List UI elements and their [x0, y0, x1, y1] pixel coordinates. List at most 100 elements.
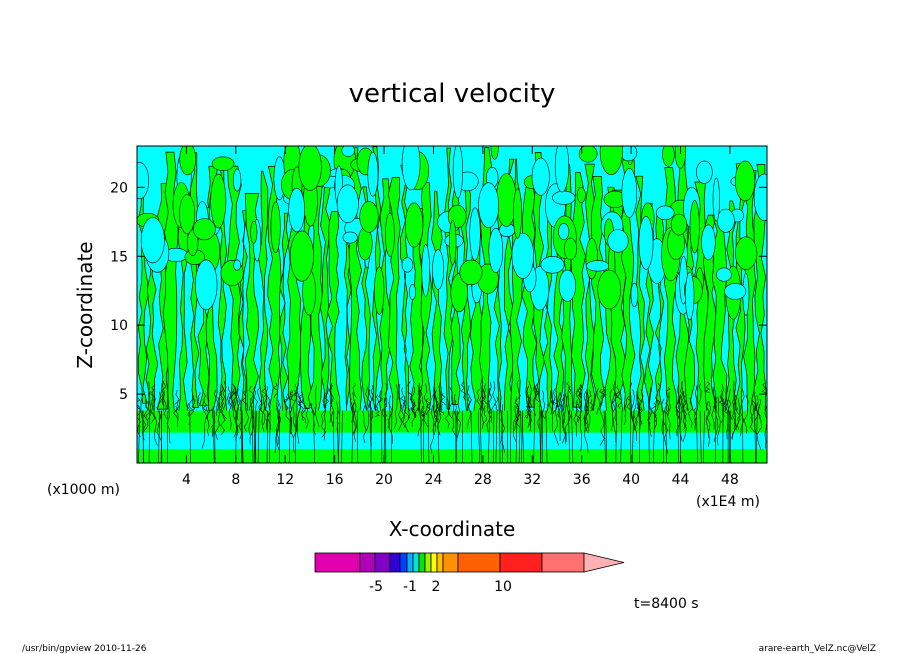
contour-line — [754, 410, 756, 463]
contour-cell — [298, 146, 322, 191]
contour-cell — [531, 157, 550, 196]
contour-line — [512, 405, 517, 442]
contour-line — [394, 384, 399, 429]
contour-line — [365, 386, 371, 431]
contour-cell — [469, 207, 481, 261]
contour-cell — [192, 218, 216, 241]
contour-line — [383, 382, 389, 417]
contour-line — [353, 399, 357, 442]
contour-line — [249, 406, 255, 445]
contour-line — [638, 389, 644, 430]
y-tick-label: 20 — [110, 180, 128, 196]
contour-line — [220, 404, 226, 436]
contour-cell — [734, 160, 756, 202]
contour-cell — [638, 216, 654, 270]
contour-line — [289, 390, 295, 402]
contour-line — [698, 382, 702, 407]
contour-line — [235, 410, 237, 463]
contour-line — [584, 402, 589, 453]
contour-line — [351, 392, 356, 423]
x-axis-label: X-coordinate — [389, 517, 516, 541]
contour-line — [601, 386, 607, 405]
x-axis-ticks: 4 8 12 16 20 24 28 32 36 40 44 48 — [182, 146, 739, 488]
x-tick-label: 16 — [326, 472, 344, 488]
contour-cell — [140, 217, 165, 264]
contour-line — [140, 393, 146, 441]
contour-line — [174, 389, 180, 405]
x-tick-label: 48 — [721, 472, 739, 488]
contour-line — [248, 398, 253, 436]
contour-line — [324, 385, 330, 410]
contour-line — [352, 382, 357, 399]
contour-line — [356, 410, 359, 463]
colorbar-segment — [399, 552, 408, 573]
colorbar-tick-label: 2 — [432, 579, 441, 595]
contour-line — [535, 383, 540, 403]
contour-line — [460, 381, 467, 401]
contour-line — [145, 401, 151, 419]
contour-line — [599, 388, 605, 406]
contour-line — [420, 410, 422, 463]
contour-cell — [674, 146, 686, 169]
contour-cell — [359, 201, 379, 233]
contour-line — [633, 403, 638, 431]
contour-line — [269, 410, 271, 463]
boundary-band-upper — [137, 410, 767, 433]
contour-line — [720, 383, 725, 423]
contour-line — [205, 407, 210, 436]
contour-line — [749, 400, 755, 433]
contour-line — [626, 396, 631, 410]
contour-cell — [341, 146, 355, 157]
contour-cell — [511, 232, 534, 279]
contour-line — [419, 387, 423, 398]
contour-cell — [563, 237, 578, 261]
contour-line — [580, 403, 583, 452]
contour-line — [757, 398, 762, 420]
contour-cell — [607, 229, 629, 253]
contour-line — [289, 391, 293, 434]
contour-line — [201, 399, 207, 449]
contour-line — [735, 407, 741, 431]
contour-cell — [452, 146, 463, 199]
contour-cell — [685, 271, 695, 321]
contour-line — [264, 397, 270, 431]
contour-line — [574, 403, 581, 426]
contour-line — [293, 384, 298, 397]
contour-line — [232, 390, 239, 441]
contour-line — [584, 391, 590, 432]
contour-line — [575, 388, 580, 404]
colorbar-tick-label: -1 — [403, 579, 417, 595]
contour-line — [605, 410, 607, 463]
contour-cell — [490, 146, 499, 160]
contour-line — [320, 404, 327, 438]
contour-line — [630, 410, 632, 463]
contour-line — [576, 399, 582, 423]
contour-line — [703, 410, 705, 463]
contour-line — [750, 394, 756, 423]
contour-cell — [233, 259, 241, 271]
contour-line — [596, 387, 601, 415]
contour-line — [336, 401, 339, 435]
contour-line — [253, 410, 256, 463]
contour-line — [294, 410, 297, 463]
contour-line — [665, 410, 667, 463]
contour-cell — [689, 200, 700, 254]
contour-line — [754, 394, 759, 435]
contour-line — [732, 380, 737, 424]
contour-line — [400, 402, 406, 423]
contour-line — [615, 410, 617, 463]
contour-line — [211, 406, 216, 437]
contour-line — [278, 410, 280, 463]
x-tick-label: 44 — [672, 472, 690, 488]
colorbar-segment — [374, 552, 391, 573]
x-tick-label: 28 — [474, 472, 492, 488]
contour-line — [677, 410, 680, 463]
x-tick-label: 40 — [622, 472, 640, 488]
contour-cell — [670, 213, 688, 236]
contour-cell — [187, 229, 199, 256]
contour-cell — [288, 187, 306, 233]
contour-line — [743, 394, 749, 434]
contour-line — [557, 391, 562, 420]
contour-line — [252, 410, 254, 463]
